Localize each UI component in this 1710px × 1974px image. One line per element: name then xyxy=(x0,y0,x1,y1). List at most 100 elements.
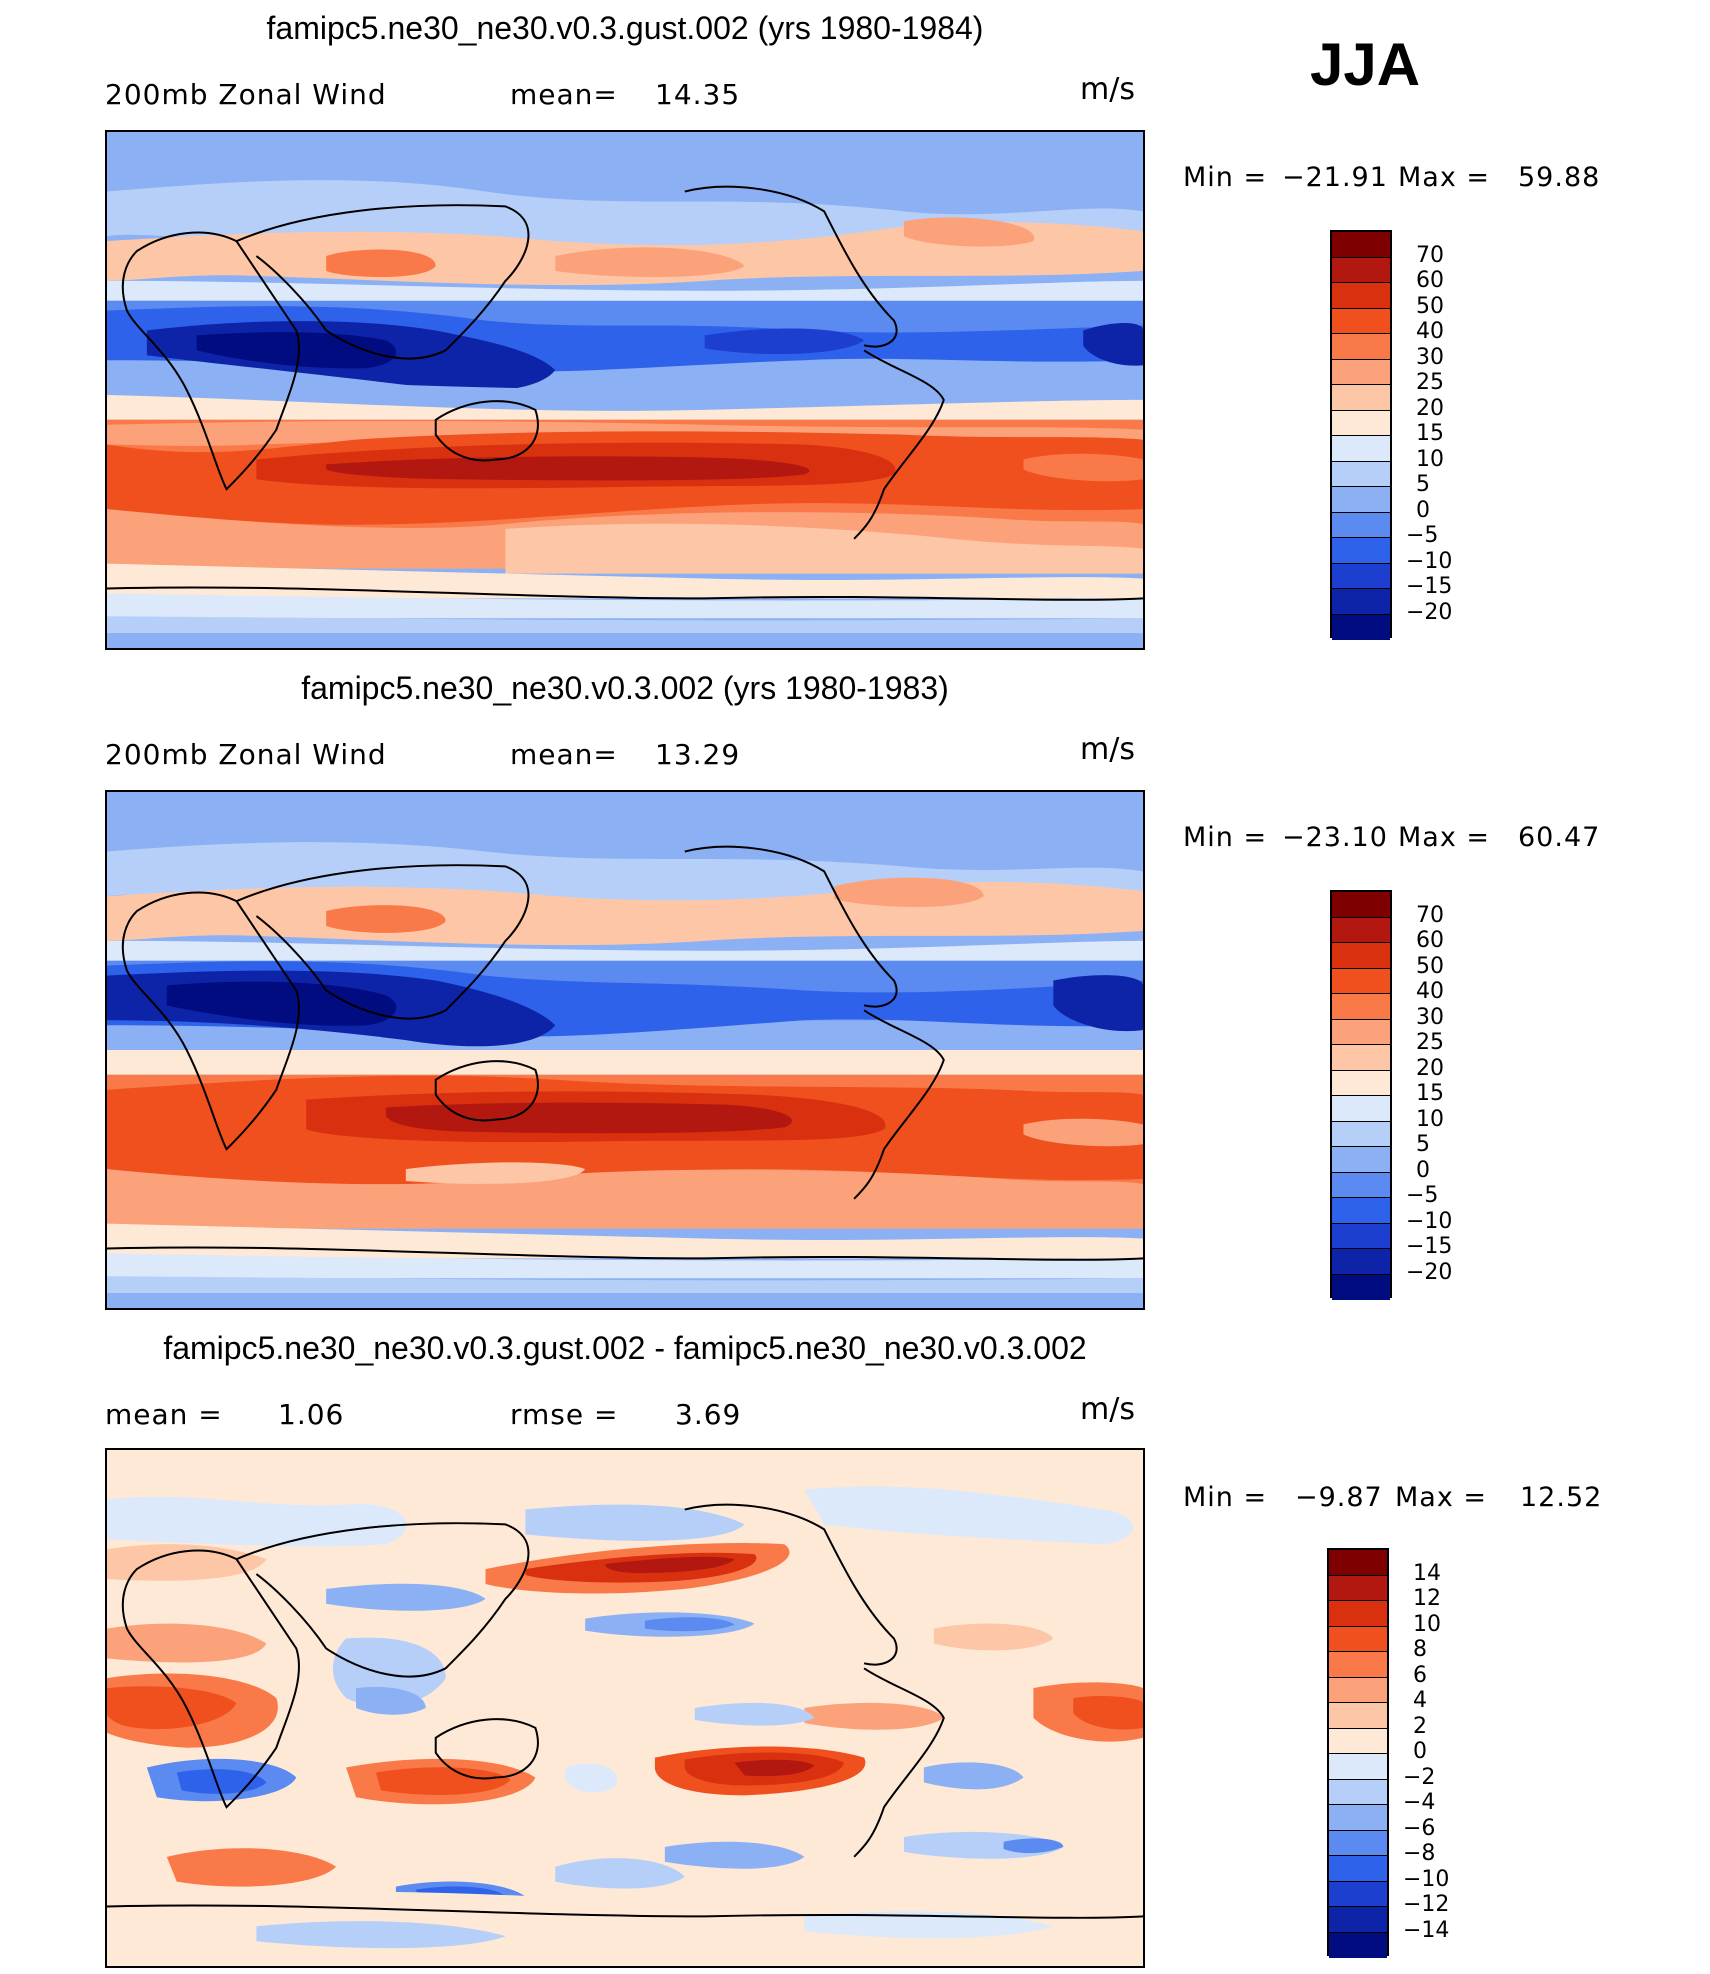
panel1-colorbar-cell xyxy=(1332,614,1390,640)
panel3-colorbar-cell xyxy=(1329,1932,1387,1958)
panel1-variable-label: 200mb Zonal Wind xyxy=(105,78,387,111)
panel3-colorbar-tick-label: −6 xyxy=(1403,1815,1436,1841)
panel3-map xyxy=(105,1448,1145,1968)
panel2-colorbar-cell xyxy=(1332,968,1390,994)
panel2-colorbar-cell xyxy=(1332,1249,1390,1275)
panel1-colorbar-cell xyxy=(1332,487,1390,513)
panel2-colorbar-tick-label: 0 xyxy=(1416,1157,1430,1183)
panel2-colorbar-tick-label: −5 xyxy=(1406,1183,1439,1208)
panel1-colorbar-tick-label: 20 xyxy=(1416,395,1444,421)
panel1-colorbar-tick-label: 0 xyxy=(1416,497,1430,523)
panel1-colorbar-tick-label: 70 xyxy=(1416,242,1444,268)
panel1-max-label: Max = xyxy=(1398,162,1491,193)
panel2-colorbar-cell xyxy=(1332,1045,1390,1071)
panel2-colorbar-tick-label: 60 xyxy=(1416,928,1444,953)
panel2-units: m/s xyxy=(1080,732,1135,767)
panel1-colorbar-cell xyxy=(1332,308,1390,334)
panel3-colorbar-cell xyxy=(1329,1805,1387,1831)
panel2-colorbar-cell xyxy=(1332,1019,1390,1045)
panel3-units: m/s xyxy=(1080,1392,1135,1427)
panel1-colorbar-cell xyxy=(1332,334,1390,360)
panel2-min-value: −23.10 xyxy=(1282,822,1388,853)
panel3-colorbar-cell xyxy=(1329,1881,1387,1907)
panel1-colorbar-tick-label: −20 xyxy=(1406,599,1453,625)
panel2-colorbar-box xyxy=(1330,890,1392,1300)
panel1-colorbar-tick-label: −10 xyxy=(1406,548,1453,574)
panel2-contour-plot xyxy=(107,792,1143,1308)
panel3-colorbar-cell xyxy=(1329,1856,1387,1882)
panel1-map xyxy=(105,130,1145,650)
panel3-rmse-label: rmse = xyxy=(510,1398,619,1431)
panel1-colorbar-cell xyxy=(1332,385,1390,411)
panel1-max-value: 59.88 xyxy=(1518,162,1601,193)
panel2-colorbar-cell xyxy=(1332,1070,1390,1096)
panel2-title: famipc5.ne30_ne30.v0.3.002 (yrs 1980-198… xyxy=(301,670,949,706)
panel3-colorbar-cell xyxy=(1329,1626,1387,1652)
panel2-map xyxy=(105,790,1145,1310)
panel2-colorbar-cell xyxy=(1332,1147,1390,1173)
panel2-colorbar-tick-label: 15 xyxy=(1416,1081,1444,1106)
panel2-colorbar-cell xyxy=(1332,917,1390,943)
panel2-colorbar-tick-label: 70 xyxy=(1416,902,1444,928)
panel1-units: m/s xyxy=(1080,72,1135,107)
panel1-min-label: Min = xyxy=(1183,162,1268,193)
panel2-colorbar-cell xyxy=(1332,1172,1390,1198)
panel2-colorbar-tick-label: 30 xyxy=(1416,1004,1444,1030)
panel3-colorbar-tick-label: −8 xyxy=(1403,1841,1436,1866)
panel2-colorbar-tick-label: 50 xyxy=(1416,953,1444,979)
panel3-colorbar-cell xyxy=(1329,1830,1387,1856)
panel3-colorbar-cell xyxy=(1329,1728,1387,1754)
panel1-min-value: −21.91 xyxy=(1282,162,1388,193)
panel1-mean-label: mean= xyxy=(510,78,618,111)
panel1-colorbar-cell xyxy=(1332,359,1390,385)
panel3-colorbar-cell xyxy=(1329,1677,1387,1703)
panel2-variable-label: 200mb Zonal Wind xyxy=(105,738,387,771)
panel2-max-value: 60.47 xyxy=(1518,822,1601,853)
panel1-colorbar-cell xyxy=(1332,589,1390,615)
panel3-colorbar-tick-label: 0 xyxy=(1413,1739,1427,1764)
panel3-mean-label: mean = xyxy=(105,1398,223,1431)
panel2-colorbar-cell xyxy=(1332,892,1390,918)
panel1-colorbar-tick-label: 10 xyxy=(1416,446,1444,472)
panel1-colorbar-tick-label: 5 xyxy=(1416,472,1430,497)
panel3-colorbar-tick-label: 12 xyxy=(1413,1586,1441,1611)
panel2-colorbar-cell xyxy=(1332,1274,1390,1300)
panel3-colorbar-tick-label: −2 xyxy=(1403,1764,1436,1790)
panel1-colorbar-cell xyxy=(1332,461,1390,487)
panel3-colorbar-cell xyxy=(1329,1550,1387,1576)
panel3-mean-value: 1.06 xyxy=(278,1398,345,1431)
panel2-colorbar-cell xyxy=(1332,1198,1390,1224)
panel1-colorbar-tick-label: 50 xyxy=(1416,293,1444,319)
panel3-colorbar-tick-label: 4 xyxy=(1413,1688,1427,1713)
panel2-colorbar-tick-label: −15 xyxy=(1406,1234,1453,1259)
panel1-colorbar-cell xyxy=(1332,410,1390,436)
panel3-colorbar-tick-label: −4 xyxy=(1403,1790,1436,1815)
panel3-colorbar-cell xyxy=(1329,1652,1387,1678)
panel2-mean-label: mean= xyxy=(510,738,618,771)
panel2-colorbar-cell xyxy=(1332,943,1390,969)
panel3-colorbar-cell xyxy=(1329,1754,1387,1780)
panel3-colorbar-tick-label: 2 xyxy=(1413,1713,1427,1739)
panel1-title: famipc5.ne30_ne30.v0.3.gust.002 (yrs 198… xyxy=(266,10,984,46)
panel3-contour-plot xyxy=(107,1450,1143,1966)
panel1-colorbar-cell xyxy=(1332,257,1390,283)
panel2-colorbar-tick-label: −20 xyxy=(1406,1259,1453,1285)
panel3-colorbar-tick-label: −10 xyxy=(1403,1866,1450,1892)
panel1-colorbar-tick-label: 15 xyxy=(1416,421,1444,446)
panel2-colorbar-cell xyxy=(1332,1096,1390,1122)
panel1-colorbar-tick-label: 25 xyxy=(1416,370,1444,395)
panel3-colorbar-cell xyxy=(1329,1601,1387,1627)
panel1-colorbar-tick-label: −5 xyxy=(1406,523,1439,548)
panel3-max-label: Max = xyxy=(1395,1482,1488,1513)
panel3-min-label: Min = xyxy=(1183,1482,1268,1513)
panel3-colorbar-cell xyxy=(1329,1907,1387,1933)
panel2-colorbar-cell xyxy=(1332,1223,1390,1249)
panel2-colorbar-tick-label: 25 xyxy=(1416,1030,1444,1055)
panel3-rmse-value: 3.69 xyxy=(675,1398,742,1431)
panel3-colorbar-tick-label: 8 xyxy=(1413,1637,1427,1662)
panel2-colorbar-tick-label: 40 xyxy=(1416,979,1444,1004)
panel1-colorbar-tick-label: 40 xyxy=(1416,319,1444,344)
panel1-colorbar-cell xyxy=(1332,436,1390,462)
panel3-title: famipc5.ne30_ne30.v0.3.gust.002 - famipc… xyxy=(163,1330,1087,1366)
panel3-colorbar-tick-label: 14 xyxy=(1413,1560,1441,1586)
